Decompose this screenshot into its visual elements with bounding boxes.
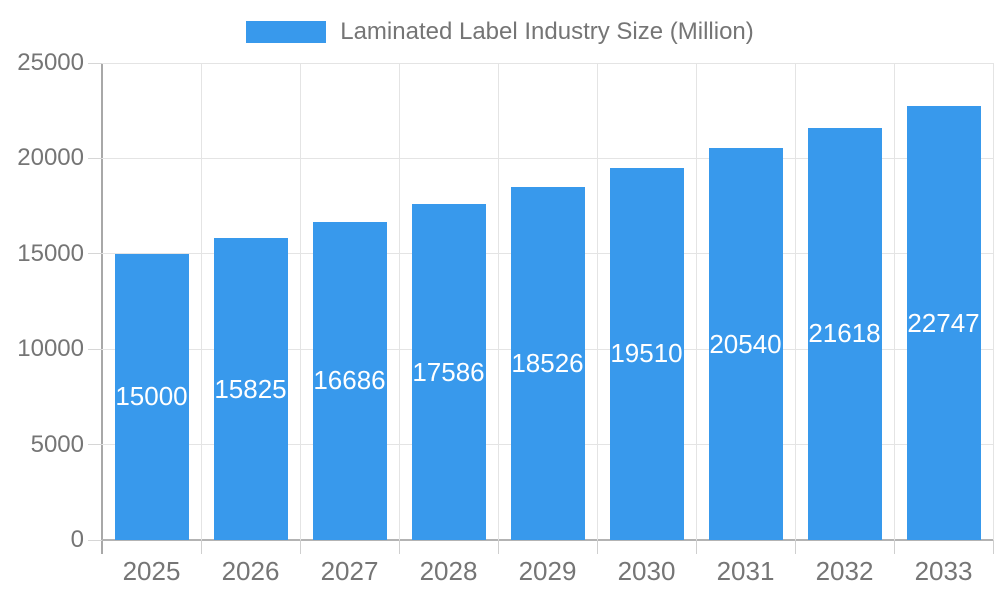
x-axis-tick [893,540,895,554]
y-axis-tick [88,253,102,255]
y-axis-label: 10000 [17,335,84,363]
gridline-horizontal [88,62,993,64]
legend-swatch-icon [246,21,327,43]
gridline-vertical [596,63,598,540]
gridline-vertical [695,63,697,540]
y-axis-label: 15000 [17,239,84,267]
x-axis-label: 2027 [320,556,379,586]
gridline-vertical [992,63,994,540]
x-axis-tick [398,540,400,554]
y-axis-label: 20000 [17,144,84,172]
legend-label: Laminated Label Industry Size (Million) [340,18,754,45]
x-axis-tick [299,540,301,554]
bar-value-label: 15000 [115,381,188,412]
y-axis-tick [88,62,102,64]
bar-value-label: 22747 [907,307,980,338]
x-axis-tick [992,540,994,554]
gridline-vertical [299,63,301,540]
bar-value-label: 15825 [214,373,287,404]
y-axis-label: 25000 [17,49,84,76]
bar-2025[interactable]: 15000 [114,253,189,540]
gridline-vertical [398,63,400,540]
bar-2032[interactable]: 21618 [807,127,882,540]
x-axis-label: 2033 [914,556,973,586]
bar-2026[interactable]: 15825 [213,238,288,540]
x-axis-label: 2030 [617,556,676,586]
gridline-vertical [893,63,895,540]
y-axis-tick [88,444,102,446]
y-axis-line [101,63,103,554]
x-axis-tick [497,540,499,554]
legend[interactable]: Laminated Label Industry Size (Million) [0,18,1000,46]
y-axis-label: 0 [70,526,84,553]
y-axis-tick [88,157,102,159]
gridline-vertical [794,63,796,540]
y-axis-tick [88,539,102,541]
plot-area: 0 5000 10000 15000 20000 25000 2025 15000 2026 15… [17,49,994,586]
bar-2027[interactable]: 16686 [312,221,387,540]
bar-value-label: 19510 [610,338,683,369]
y-axis-label: 5000 [30,430,84,458]
x-axis-tick [200,540,202,554]
bar-value-label: 21618 [808,318,881,349]
x-axis-label: 2025 [122,556,181,586]
x-axis-label: 2026 [221,556,280,586]
x-axis-tick [695,540,697,554]
gridline-vertical [497,63,499,540]
bar-2030[interactable]: 19510 [609,167,684,540]
bar-value-label: 17586 [412,356,485,387]
bar-2031[interactable]: 20540 [708,148,783,540]
gridline-horizontal [88,157,993,159]
bar-2029[interactable]: 18526 [510,186,585,540]
bar-value-label: 20540 [709,328,782,359]
x-axis-label: 2032 [815,556,874,586]
bar-2028[interactable]: 17586 [411,204,486,540]
y-axis-tick [88,348,102,350]
x-axis-label: 2029 [518,556,577,586]
gridline-vertical [200,63,202,540]
bar-value-label: 16686 [313,365,386,396]
x-axis-tick [596,540,598,554]
bar-2033[interactable]: 22747 [906,106,981,540]
bar-value-label: 18526 [511,347,584,378]
x-axis-label: 2031 [716,556,775,586]
x-axis-baseline [102,539,993,541]
x-axis-tick [794,540,796,554]
x-axis-label: 2028 [419,556,478,586]
